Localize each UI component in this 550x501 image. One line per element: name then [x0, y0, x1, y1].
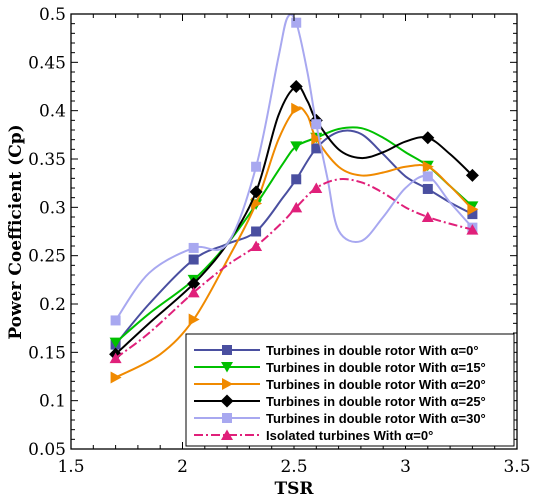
data-point-5-6 — [466, 224, 479, 235]
legend-marker — [221, 362, 233, 373]
data-point-5-0 — [109, 352, 122, 364]
series-line-1 — [114, 126, 474, 344]
legend-label: Isolated turbines With α=0° — [266, 428, 433, 443]
legend-marker — [220, 394, 234, 408]
data-point-0-6 — [467, 209, 478, 220]
series-2 — [110, 102, 479, 384]
y-axis-title: Power Coefficient (Cp) — [6, 124, 26, 339]
data-point-2-4 — [311, 132, 323, 145]
y-tick-label: 0.35 — [28, 150, 66, 170]
series-5 — [109, 178, 479, 364]
data-point-1-0 — [109, 337, 122, 349]
x-tick-label: 1.5 — [57, 457, 84, 477]
x-tick-label: 2.5 — [280, 457, 307, 477]
data-point-2-5 — [422, 160, 434, 173]
y-tick-label: 0.15 — [28, 343, 66, 363]
y-tick-label: 0.4 — [39, 102, 66, 122]
series-line-2 — [115, 106, 474, 379]
y-tick-label: 0.1 — [39, 392, 66, 412]
series-3 — [109, 80, 479, 361]
data-point-5-1 — [187, 286, 200, 298]
data-point-3-2 — [249, 185, 263, 199]
data-point-5-5 — [421, 211, 434, 222]
legend-marker — [222, 378, 233, 390]
data-point-4-2 — [251, 161, 262, 172]
data-point-2-0 — [110, 371, 122, 384]
data-point-2-3 — [291, 102, 303, 115]
legend-entry-1: Turbines in double rotor With α=15° — [194, 360, 486, 375]
legend-label: Turbines in double rotor With α=30° — [266, 411, 486, 426]
legend-label: Turbines in double rotor With α=15° — [266, 360, 486, 375]
legend-marker — [221, 429, 233, 440]
series-layer — [109, 13, 479, 384]
legend-marker — [222, 413, 232, 423]
data-point-3-1 — [187, 277, 201, 291]
legend-label: Turbines in double rotor With α=25° — [266, 394, 486, 409]
legend-entry-2: Turbines in double rotor With α=20° — [194, 377, 486, 392]
legend: Turbines in double rotor With α=0° Turbin… — [185, 333, 515, 447]
legend-entry-4: Turbines in double rotor With α=30° — [194, 411, 486, 426]
x-axis-title: TSR — [274, 479, 314, 499]
y-tick-label: 0.3 — [39, 198, 66, 218]
legend-box — [185, 333, 515, 447]
data-point-3-5 — [421, 131, 435, 145]
x-tick-label: 3.5 — [503, 457, 530, 477]
data-point-5-4 — [310, 182, 323, 193]
data-point-4-0 — [110, 315, 121, 326]
y-tick-label: 0.25 — [28, 247, 66, 267]
x-tick-label: 2 — [177, 457, 188, 477]
data-point-2-1 — [188, 313, 200, 326]
data-point-3-3 — [289, 80, 303, 93]
axes-layer: 1.5 2 2.5 3 3.5 0.05 0.1 0.15 0.2 0.25 0.3 0.35 0.4 0… — [28, 5, 530, 477]
series-line-4 — [114, 13, 474, 322]
data-point-0-3 — [291, 174, 302, 185]
y-tick-label: 0.2 — [39, 295, 66, 315]
data-point-1-3 — [290, 141, 303, 152]
data-point-4-5 — [422, 171, 433, 182]
data-point-0-4 — [311, 143, 322, 154]
data-point-0-1 — [188, 254, 199, 265]
series-4 — [110, 13, 478, 326]
data-point-2-6 — [467, 203, 479, 216]
data-point-4-3 — [291, 17, 302, 28]
x-tick-label: 3 — [400, 457, 411, 477]
data-point-4-1 — [188, 242, 199, 253]
y-tick-label: 0.5 — [39, 5, 66, 25]
data-point-0-5 — [422, 183, 433, 194]
data-point-0-2 — [251, 226, 262, 237]
y-tick-label: 0.45 — [28, 53, 66, 73]
data-point-5-2 — [250, 240, 263, 251]
legend-entry-3: Turbines in double rotor With α=25° — [194, 394, 486, 409]
data-point-5-3 — [290, 201, 303, 213]
legend-entry-5: Isolated turbines With α=0° — [194, 428, 433, 443]
series-0 — [110, 129, 478, 350]
data-point-2-2 — [251, 197, 263, 210]
series-1 — [109, 126, 479, 349]
legend-entry-0: Turbines in double rotor With α=0° — [194, 343, 479, 358]
series-line-0 — [114, 129, 473, 346]
legend-label: Turbines in double rotor With α=0° — [266, 343, 479, 358]
series-line-3 — [114, 85, 474, 356]
legend-marker — [222, 345, 232, 355]
y-tick-label: 0.05 — [28, 440, 66, 460]
data-point-4-4 — [311, 119, 322, 130]
legend-label: Turbines in double rotor With α=20° — [266, 377, 486, 392]
data-point-3-6 — [465, 168, 479, 182]
